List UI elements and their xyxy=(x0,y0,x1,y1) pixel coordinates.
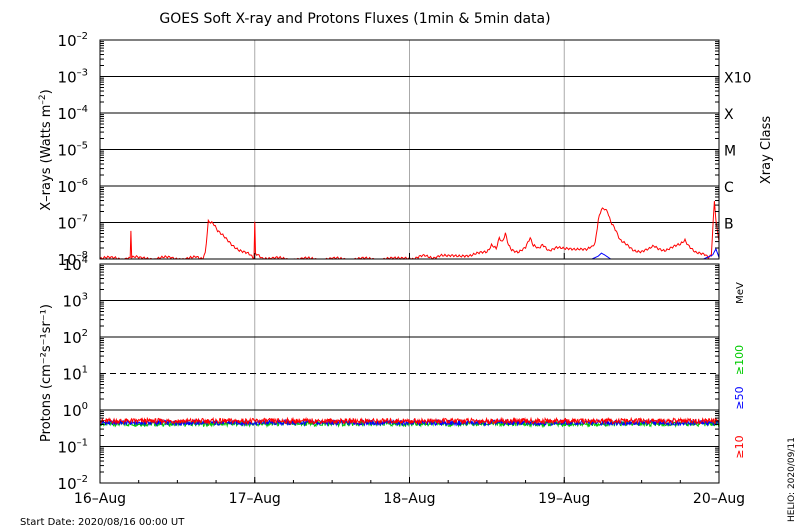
xray-tick-exp: –4 xyxy=(77,104,88,115)
proton-tick-label: 100 xyxy=(63,401,88,420)
proton-tick-base: 10 xyxy=(58,475,77,493)
helio-date-label: HELIO: 2020/09/11 xyxy=(787,437,797,522)
x-tick-label: 20–Aug xyxy=(693,491,745,507)
proton-tick-label: 104 xyxy=(63,255,88,274)
xray-tick-exp: –7 xyxy=(77,214,88,225)
xray-tick-base: 10 xyxy=(58,69,77,87)
proton-axis-title: Protons (cm⁻²s⁻¹sr⁻¹) xyxy=(39,304,54,442)
proton-tick-exp: 1 xyxy=(82,365,88,376)
proton-tick-label: 103 xyxy=(63,292,88,311)
proton-legend-item: ≥100 xyxy=(733,345,746,375)
x-tick-label: 16–Aug xyxy=(74,491,126,507)
proton-legend-item: ≥50 xyxy=(733,386,746,409)
chart-title: GOES Soft X-ray and Protons Fluxes (1min… xyxy=(159,11,550,27)
proton-tick-base: 10 xyxy=(63,293,82,311)
xray-tick-exp: –2 xyxy=(77,31,88,42)
proton-tick-base: 10 xyxy=(63,256,82,274)
xray-axis-title-end: ) xyxy=(39,89,54,94)
xray-tick-exp: –8 xyxy=(77,250,88,261)
xray-tick-exp: –6 xyxy=(77,177,88,188)
x-tick-label: 19–Aug xyxy=(538,491,590,507)
x-tick-label: 17–Aug xyxy=(229,491,281,507)
xray-tick-exp: –5 xyxy=(77,141,88,152)
proton-tick-base: 10 xyxy=(63,366,82,384)
xray-tick-label: 10–5 xyxy=(58,141,88,160)
xray-tick-base: 10 xyxy=(58,142,77,160)
proton-tick-label: 102 xyxy=(63,328,88,347)
xray-tick-exp: –3 xyxy=(77,68,88,79)
xray-tick-label: 10–4 xyxy=(58,104,88,123)
xray-class-label: X xyxy=(724,107,734,123)
xray-tick-label: 10–2 xyxy=(58,31,88,50)
proton-tick-exp: 2 xyxy=(82,328,88,339)
xray-tick-base: 10 xyxy=(58,251,77,269)
x-tick-label: 18–Aug xyxy=(383,491,435,507)
proton-tick-exp: –1 xyxy=(77,438,88,449)
xray-class-label: X10 xyxy=(724,71,751,87)
xray-tick-label: 10–8 xyxy=(58,250,88,269)
proton-tick-label: 101 xyxy=(63,365,88,384)
xray-tick-label: 10–6 xyxy=(58,177,88,196)
proton-tick-base: 10 xyxy=(63,402,82,420)
proton-tick-label: 10–2 xyxy=(58,474,88,493)
proton-energy-unit: MeV xyxy=(735,282,746,304)
proton-tick-label: 10–1 xyxy=(58,438,88,457)
proton-tick-base: 10 xyxy=(63,329,82,347)
xray-tick-base: 10 xyxy=(58,215,77,233)
xray-tick-label: 10–7 xyxy=(58,214,88,233)
proton-tick-exp: –2 xyxy=(77,474,88,485)
xray-axis-title-main: X–rays (Watts m xyxy=(39,105,54,211)
xray-tick-label: 10–3 xyxy=(58,68,88,87)
proton-legend-item: ≥10 xyxy=(733,435,746,458)
xray-class-label: B xyxy=(724,217,734,233)
proton-tick-exp: 0 xyxy=(82,401,88,412)
proton-tick-base: 10 xyxy=(58,439,77,457)
start-date-label: Start Date: 2020/08/16 00:00 UT xyxy=(20,517,185,528)
xray-axis-title-exp: –2 xyxy=(38,94,48,104)
xray-tick-base: 10 xyxy=(58,105,77,123)
proton-tick-exp: 4 xyxy=(82,255,88,266)
xray-class-label: C xyxy=(724,180,734,196)
xray-tick-base: 10 xyxy=(58,32,77,50)
xray-class-axis-title: Xray Class xyxy=(759,116,774,184)
proton-tick-exp: 3 xyxy=(82,292,88,303)
xray-tick-base: 10 xyxy=(58,178,77,196)
x-axis: 16–Aug 17–Aug 18–Aug 19–Aug 20–Aug xyxy=(74,253,745,507)
proton-series-2 xyxy=(99,416,720,426)
xray-class-label: M xyxy=(724,144,736,160)
xray-axis-title: X–rays (Watts m–2) xyxy=(38,89,54,210)
